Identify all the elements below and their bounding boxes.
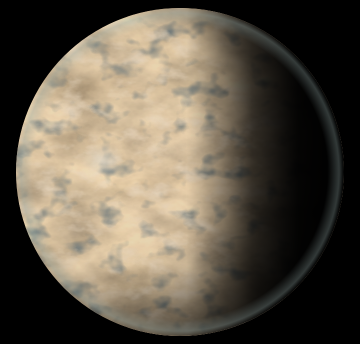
planet-body	[16, 8, 344, 336]
atmosphere-rim	[16, 8, 344, 336]
